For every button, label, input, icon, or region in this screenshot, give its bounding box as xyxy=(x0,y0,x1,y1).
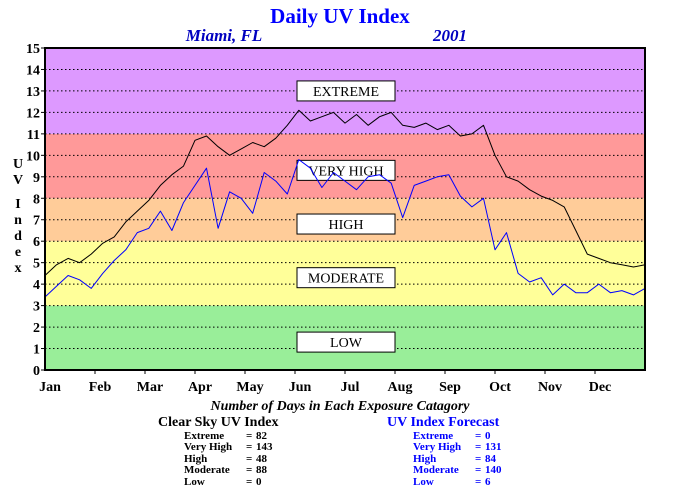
x-tick-label: Dec xyxy=(589,380,612,395)
band-label-box: EXTREME xyxy=(296,80,396,102)
summary-row: Low = 6 xyxy=(413,475,502,488)
summary-row: Extreme = 0 xyxy=(413,430,502,442)
summary-row: Very High = 143 xyxy=(184,441,273,454)
summary-row: High = 48 xyxy=(184,452,273,465)
chart-subtitle-year: 2001 xyxy=(432,26,467,45)
category-count: 140 xyxy=(485,464,502,477)
y-axis-label-char: U xyxy=(13,157,23,172)
forecast-summary-table: Extreme = 0 Very High = 131 High = 84 Moderate… xyxy=(413,430,502,488)
band-label-box: VERY HIGH xyxy=(296,159,396,181)
band-label-frame xyxy=(296,80,396,102)
y-tick-label: 5 xyxy=(33,257,40,272)
y-axis-label-char: I xyxy=(15,197,20,212)
band-label-text: EXTREME xyxy=(313,85,379,100)
category-label: Moderate xyxy=(413,464,459,477)
band-labels: EXTREME VERY HIGH HIGH MODERATE LOW xyxy=(296,80,396,353)
x-tick-label: Apr xyxy=(188,380,212,395)
band-label-text: HIGH xyxy=(329,218,364,233)
y-tick-label: 15 xyxy=(26,42,40,57)
band-label-frame xyxy=(296,213,396,235)
category-count: 6 xyxy=(485,475,491,488)
summary-row: Extreme = 82 xyxy=(184,430,273,442)
band-label-box: LOW xyxy=(296,331,396,353)
band-label-text: MODERATE xyxy=(308,272,384,287)
gridlines xyxy=(45,68,645,350)
series-line-clear-sky-uv-index xyxy=(44,109,646,276)
summary-row: Moderate = 88 xyxy=(184,464,273,477)
x-tick-label: Mar xyxy=(137,380,163,395)
uv-index-chart: Daily UV Index Miami, FL 2001 EXTREME VER… xyxy=(13,4,646,395)
x-tick-label: Nov xyxy=(538,380,562,395)
y-tick-label: 6 xyxy=(33,235,40,250)
x-tick-label: Sep xyxy=(439,380,461,395)
summary-row: Moderate = 140 xyxy=(413,464,502,477)
x-tick-label: Feb xyxy=(89,380,112,395)
category-count: 143 xyxy=(256,441,273,454)
series-line-uv-index-forecast xyxy=(44,159,646,298)
chart-title: Daily UV Index xyxy=(270,4,410,28)
summary-row: Low = 0 xyxy=(184,475,273,488)
y-axis-label-char: V xyxy=(13,173,23,188)
category-count: 0 xyxy=(256,475,262,488)
category-label: Moderate xyxy=(184,464,230,477)
y-tick-label: 3 xyxy=(33,300,40,315)
y-axis-label-char: d xyxy=(14,229,22,244)
band-label-box: MODERATE xyxy=(296,267,396,289)
y-tick-label: 14 xyxy=(26,63,40,78)
y-axis-label-char: n xyxy=(14,213,22,228)
band-label-frame xyxy=(296,159,396,181)
clear-sky-summary-title: Clear Sky UV Index xyxy=(158,415,279,430)
forecast-summary: UV Index Forecast Extreme = 0 Very High = 13… xyxy=(387,415,502,488)
y-tick-label: 4 xyxy=(33,278,40,293)
band-label-frame xyxy=(296,267,396,289)
category-label: High xyxy=(184,452,208,465)
y-tick-label: 12 xyxy=(26,106,40,121)
band-label-text: VERY HIGH xyxy=(308,164,383,179)
category-count: 131 xyxy=(485,441,502,454)
y-tick-label: 13 xyxy=(26,85,40,100)
chart-subtitle-location: Miami, FL xyxy=(185,26,263,45)
band-label-frame xyxy=(296,331,396,353)
y-tick-label: 2 xyxy=(33,321,40,336)
category-label: Very High xyxy=(413,441,462,454)
y-tick-label: 0 xyxy=(33,364,40,379)
summary-row: Very High = 131 xyxy=(413,441,502,454)
x-tick-label: Jun xyxy=(289,380,312,395)
y-tick-label: 9 xyxy=(33,171,40,186)
category-label: Extreme xyxy=(413,430,454,442)
y-tick-label: 11 xyxy=(27,128,40,143)
category-count: 84 xyxy=(485,452,496,465)
x-tick-label: Jul xyxy=(341,380,360,395)
category-count: 48 xyxy=(256,452,267,465)
summary-row: High = 84 xyxy=(413,452,502,465)
y-tick-label: 8 xyxy=(33,192,40,207)
y-tick-label: 10 xyxy=(26,149,40,164)
category-label: Extreme xyxy=(184,430,225,442)
x-tick-label: May xyxy=(236,380,263,395)
category-label: Very High xyxy=(184,441,233,454)
category-label: Low xyxy=(413,475,434,488)
clear-sky-summary: Clear Sky UV Index Extreme = 82 Very High =… xyxy=(158,415,278,488)
y-tick-label: 7 xyxy=(33,214,40,229)
x-tick-label: Oct xyxy=(489,380,511,395)
summary-title: Number of Days in Each Exposure Catagory xyxy=(210,399,470,414)
band-label-text: LOW xyxy=(330,336,363,351)
category-label: High xyxy=(413,452,437,465)
category-label: Low xyxy=(184,475,205,488)
category-count: 82 xyxy=(256,430,267,442)
x-tick-label: Aug xyxy=(388,380,413,395)
category-count: 88 xyxy=(256,464,267,477)
category-count: 0 xyxy=(485,430,491,442)
series-lines xyxy=(44,109,646,298)
y-axis-label-char: x xyxy=(15,261,22,276)
y-axis-label-char: e xyxy=(15,245,21,260)
x-tick-label: Jan xyxy=(39,380,61,395)
clear-sky-summary-table: Extreme = 82 Very High = 143 High = 48 Moderat… xyxy=(184,430,273,488)
band-label-box: HIGH xyxy=(296,213,396,235)
y-tick-label: 1 xyxy=(33,343,40,358)
forecast-summary-title: UV Index Forecast xyxy=(387,415,500,430)
